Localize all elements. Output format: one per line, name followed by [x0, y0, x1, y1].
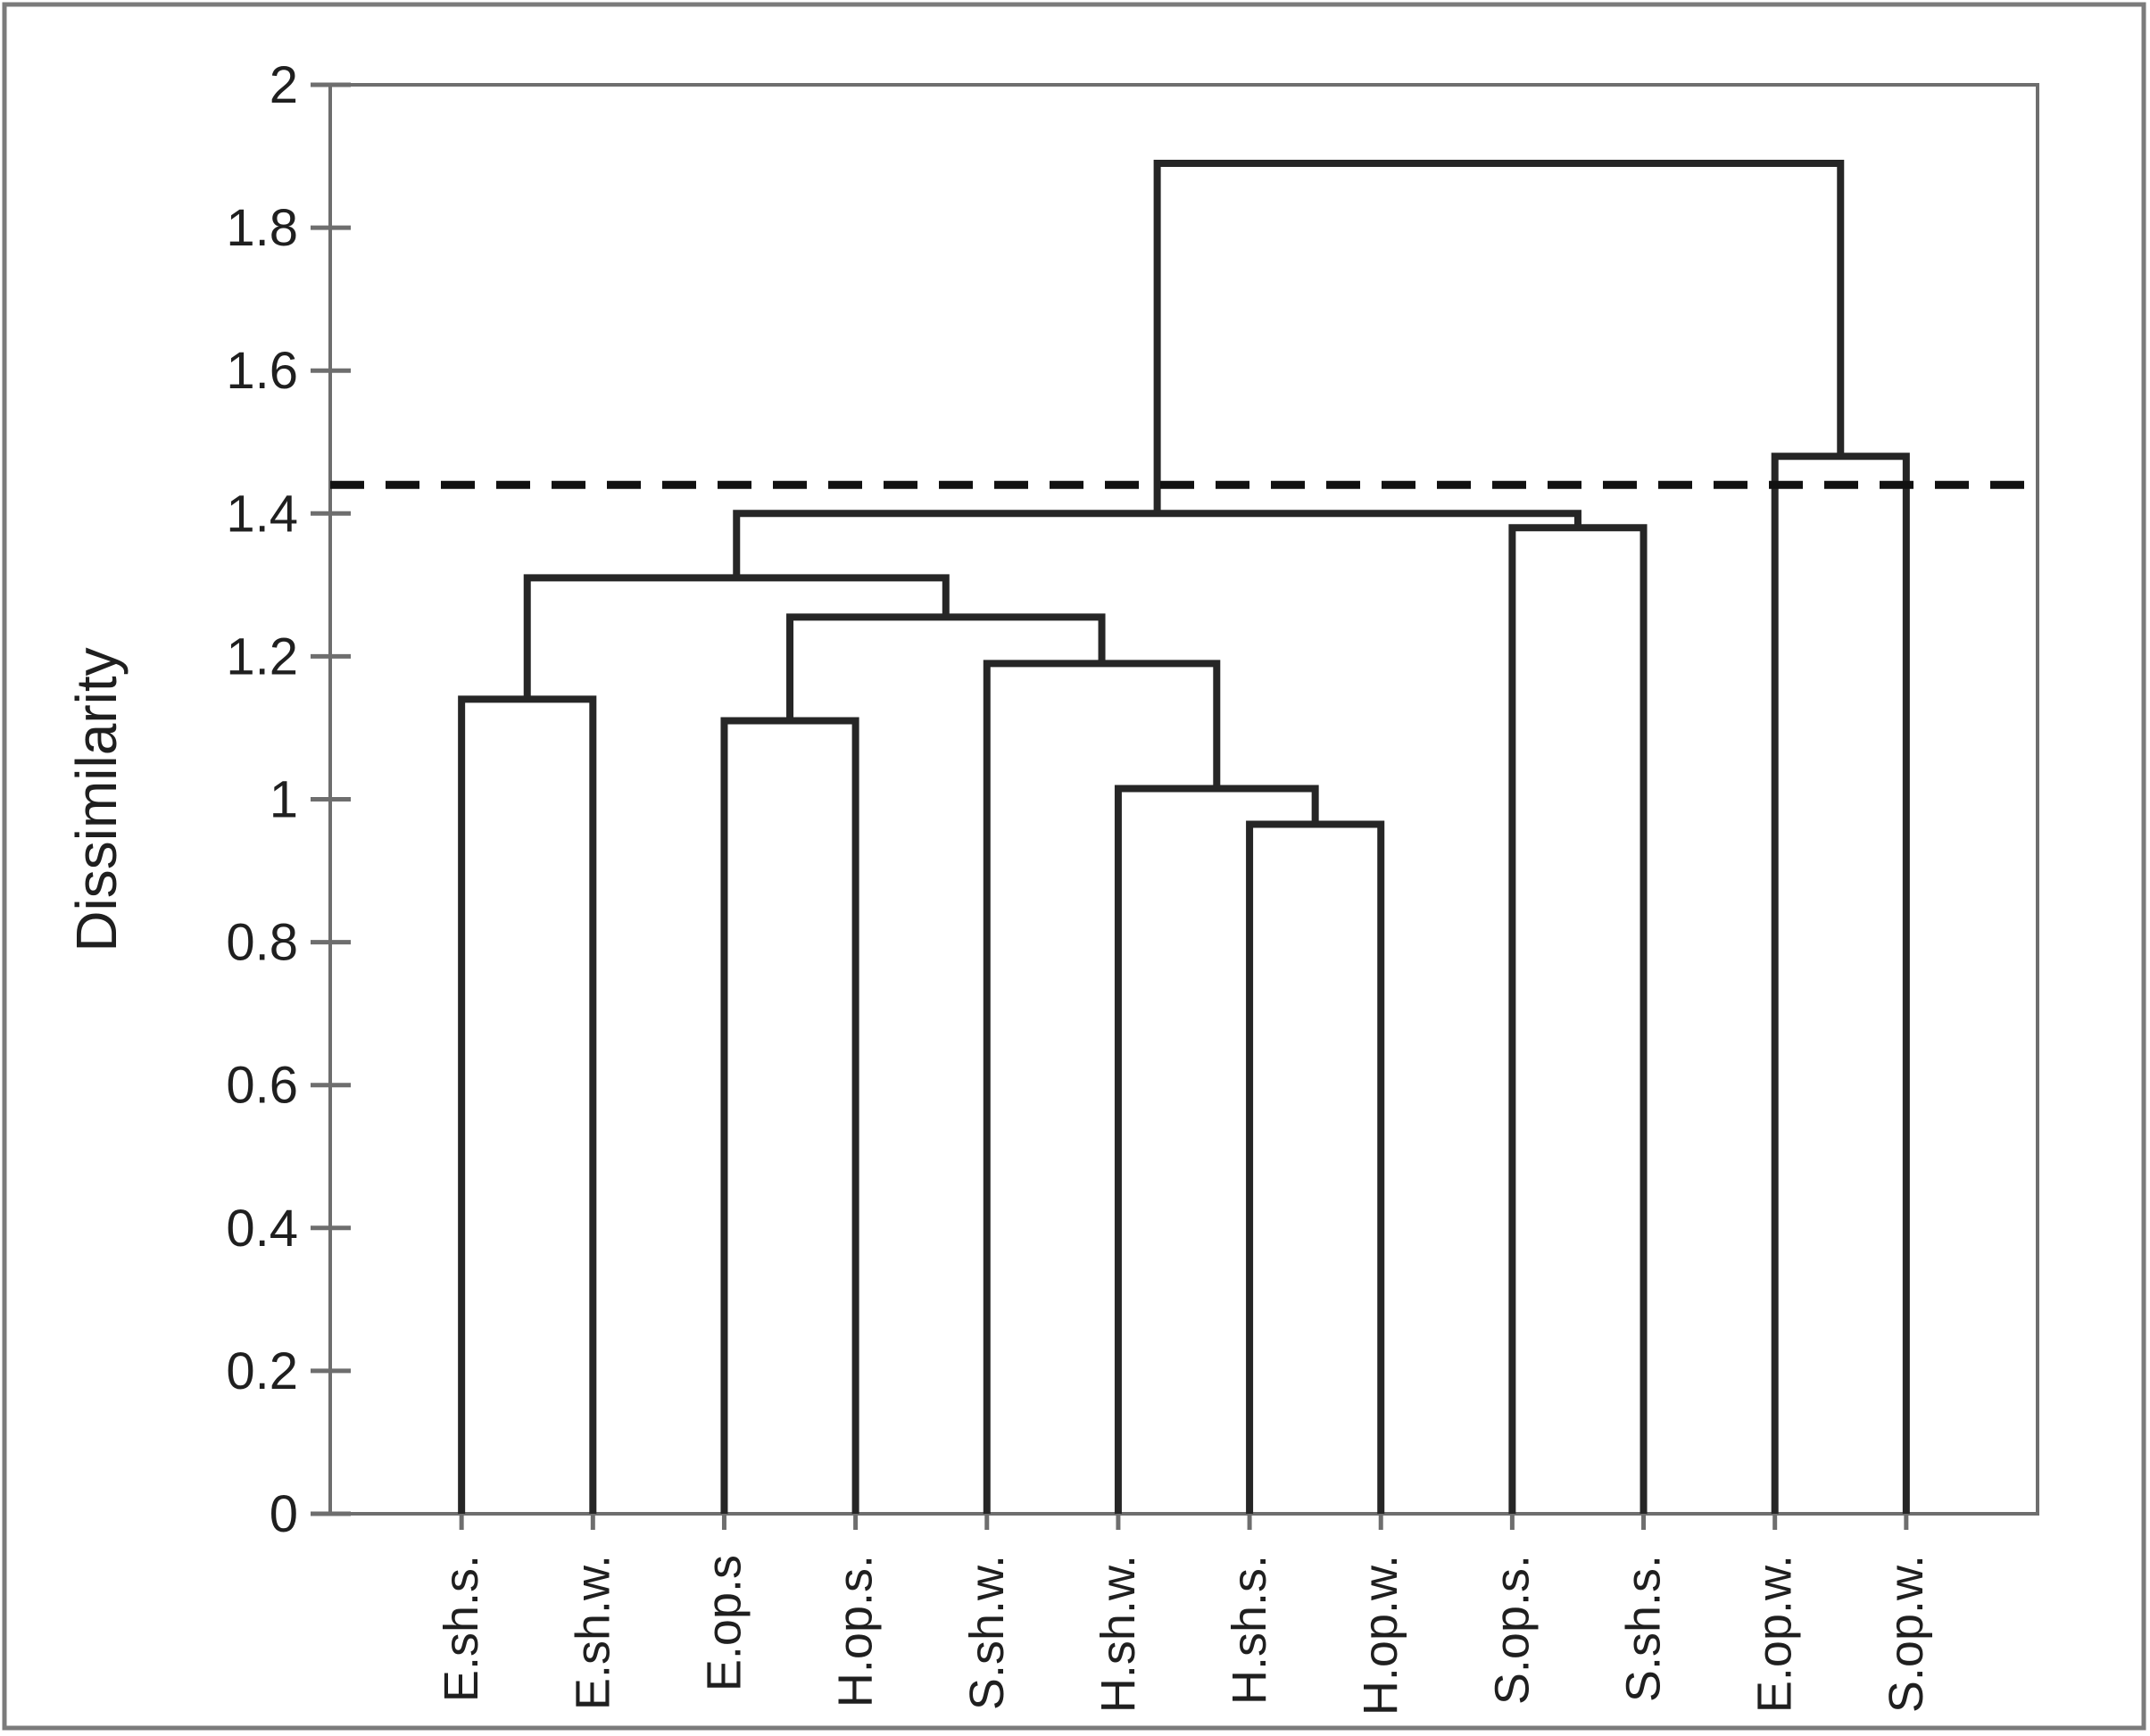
y-tick-label: 1.4 [226, 485, 298, 543]
dendrogram-link [1246, 820, 1385, 1514]
y-tick-label: 1.8 [226, 199, 298, 257]
category-label: H.op.s. [829, 1555, 883, 1707]
category-labels: E.sh.s. E.sh.w. E.op.s H.op.s. S.sh.w. H.sh.w… [435, 1555, 1933, 1715]
y-tick-label: 0 [270, 1485, 298, 1543]
dendrogram-link [1153, 160, 1845, 514]
category-label: E.op.s [697, 1555, 751, 1691]
y-tick-label: 1.6 [226, 342, 298, 400]
category-label: E.op.w. [1748, 1555, 1802, 1713]
y-tick-label: 0.2 [226, 1342, 298, 1400]
y-axis-title: Dissimilarity [64, 647, 129, 951]
category-label: S.sh.s. [1617, 1555, 1671, 1702]
y-tick-label: 1.2 [226, 627, 298, 685]
y-tick-label: 0.6 [226, 1057, 298, 1115]
y-tick-label: 2 [270, 56, 298, 114]
y-tick-label: 0.8 [226, 914, 298, 972]
y-axis-tick-labels: 0 0.2 0.4 0.6 0.8 1 1.2 1.4 1.6 1.8 2 [226, 56, 298, 1543]
category-label: S.op.s. [1485, 1555, 1539, 1705]
category-label: S.sh.w. [960, 1555, 1014, 1710]
category-label: H.sh.s. [1223, 1555, 1276, 1705]
x-axis-ticks [459, 1514, 1909, 1530]
category-label: S.op.w. [1880, 1555, 1933, 1713]
category-label: E.sh.w. [566, 1555, 619, 1710]
y-axis-ticks [311, 82, 351, 1516]
y-tick-label: 0.4 [226, 1200, 298, 1258]
category-label: H.sh.w. [1092, 1555, 1145, 1713]
category-label: H.op.w. [1354, 1555, 1407, 1715]
dendrogram-links [458, 160, 1910, 1514]
y-tick-label: 1 [270, 771, 298, 829]
category-label: E.sh.s. [435, 1555, 488, 1702]
